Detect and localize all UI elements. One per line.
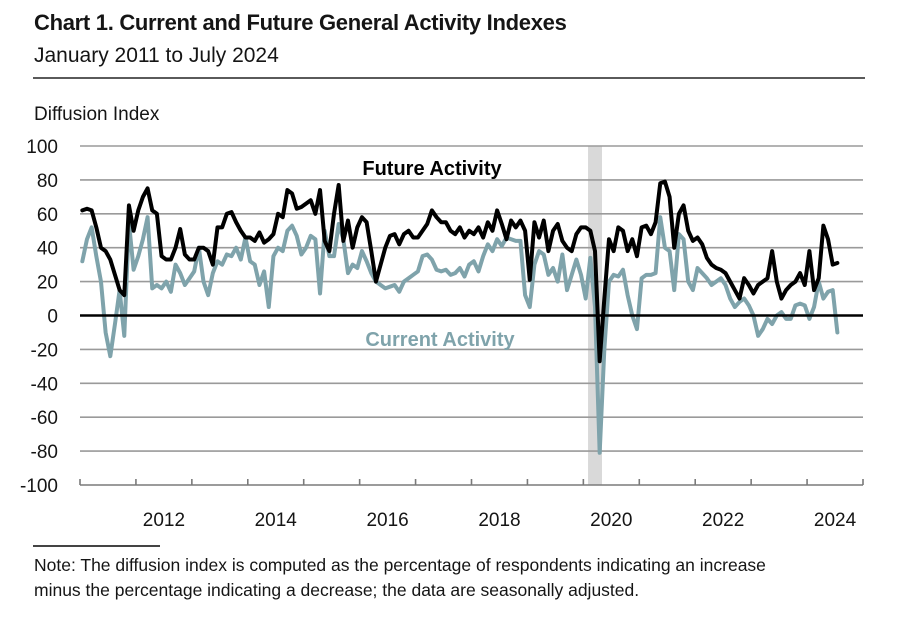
y-tick-label: -80 [31,442,58,463]
y-axis-label: Diffusion Index [34,104,160,125]
x-tick-label: 2022 [702,510,744,531]
y-tick-label: 40 [37,239,58,260]
x-tick-label: 2024 [814,510,857,531]
x-tick-label: 2012 [143,510,185,531]
x-tick-label: 2016 [366,510,408,531]
y-tick-label: 80 [37,171,58,192]
series-labels: Future Activity Current Activity [362,158,515,351]
series-lines [80,179,863,455]
y-tick-label: -20 [31,340,58,361]
note-line-2: minus the percentage indicating a decrea… [34,580,640,600]
future-activity-line [80,179,840,364]
chart-title: Chart 1. Current and Future General Acti… [34,10,567,35]
chart-note: Note: The diffusion index is computed as… [34,553,894,603]
y-tick-label: 100 [26,137,58,158]
y-tick-label: -60 [31,408,58,429]
x-tick-label: 2018 [478,510,520,531]
y-tick-label: 20 [37,273,58,294]
future-activity-label: Future Activity [362,158,502,180]
current-activity-line [80,215,840,455]
note-divider [33,545,160,547]
y-tick-label: -100 [20,476,58,497]
x-tick-label: 2014 [255,510,298,531]
x-tick-label: 2020 [590,510,632,531]
y-tick-label: 0 [47,307,58,328]
y-tick-labels: 100 80 60 40 20 0 -20 -40 -60 -80 -100 [20,137,58,497]
chart-subtitle: January 2011 to July 2024 [34,44,279,67]
current-activity-label: Current Activity [365,329,515,351]
y-tick-label: 60 [37,205,58,226]
note-line-1: Note: The diffusion index is computed as… [34,555,766,575]
y-tick-label: -40 [31,374,58,395]
title-divider [33,77,865,79]
x-axis: 2012 2014 2016 2018 2020 2022 2024 [79,479,864,531]
